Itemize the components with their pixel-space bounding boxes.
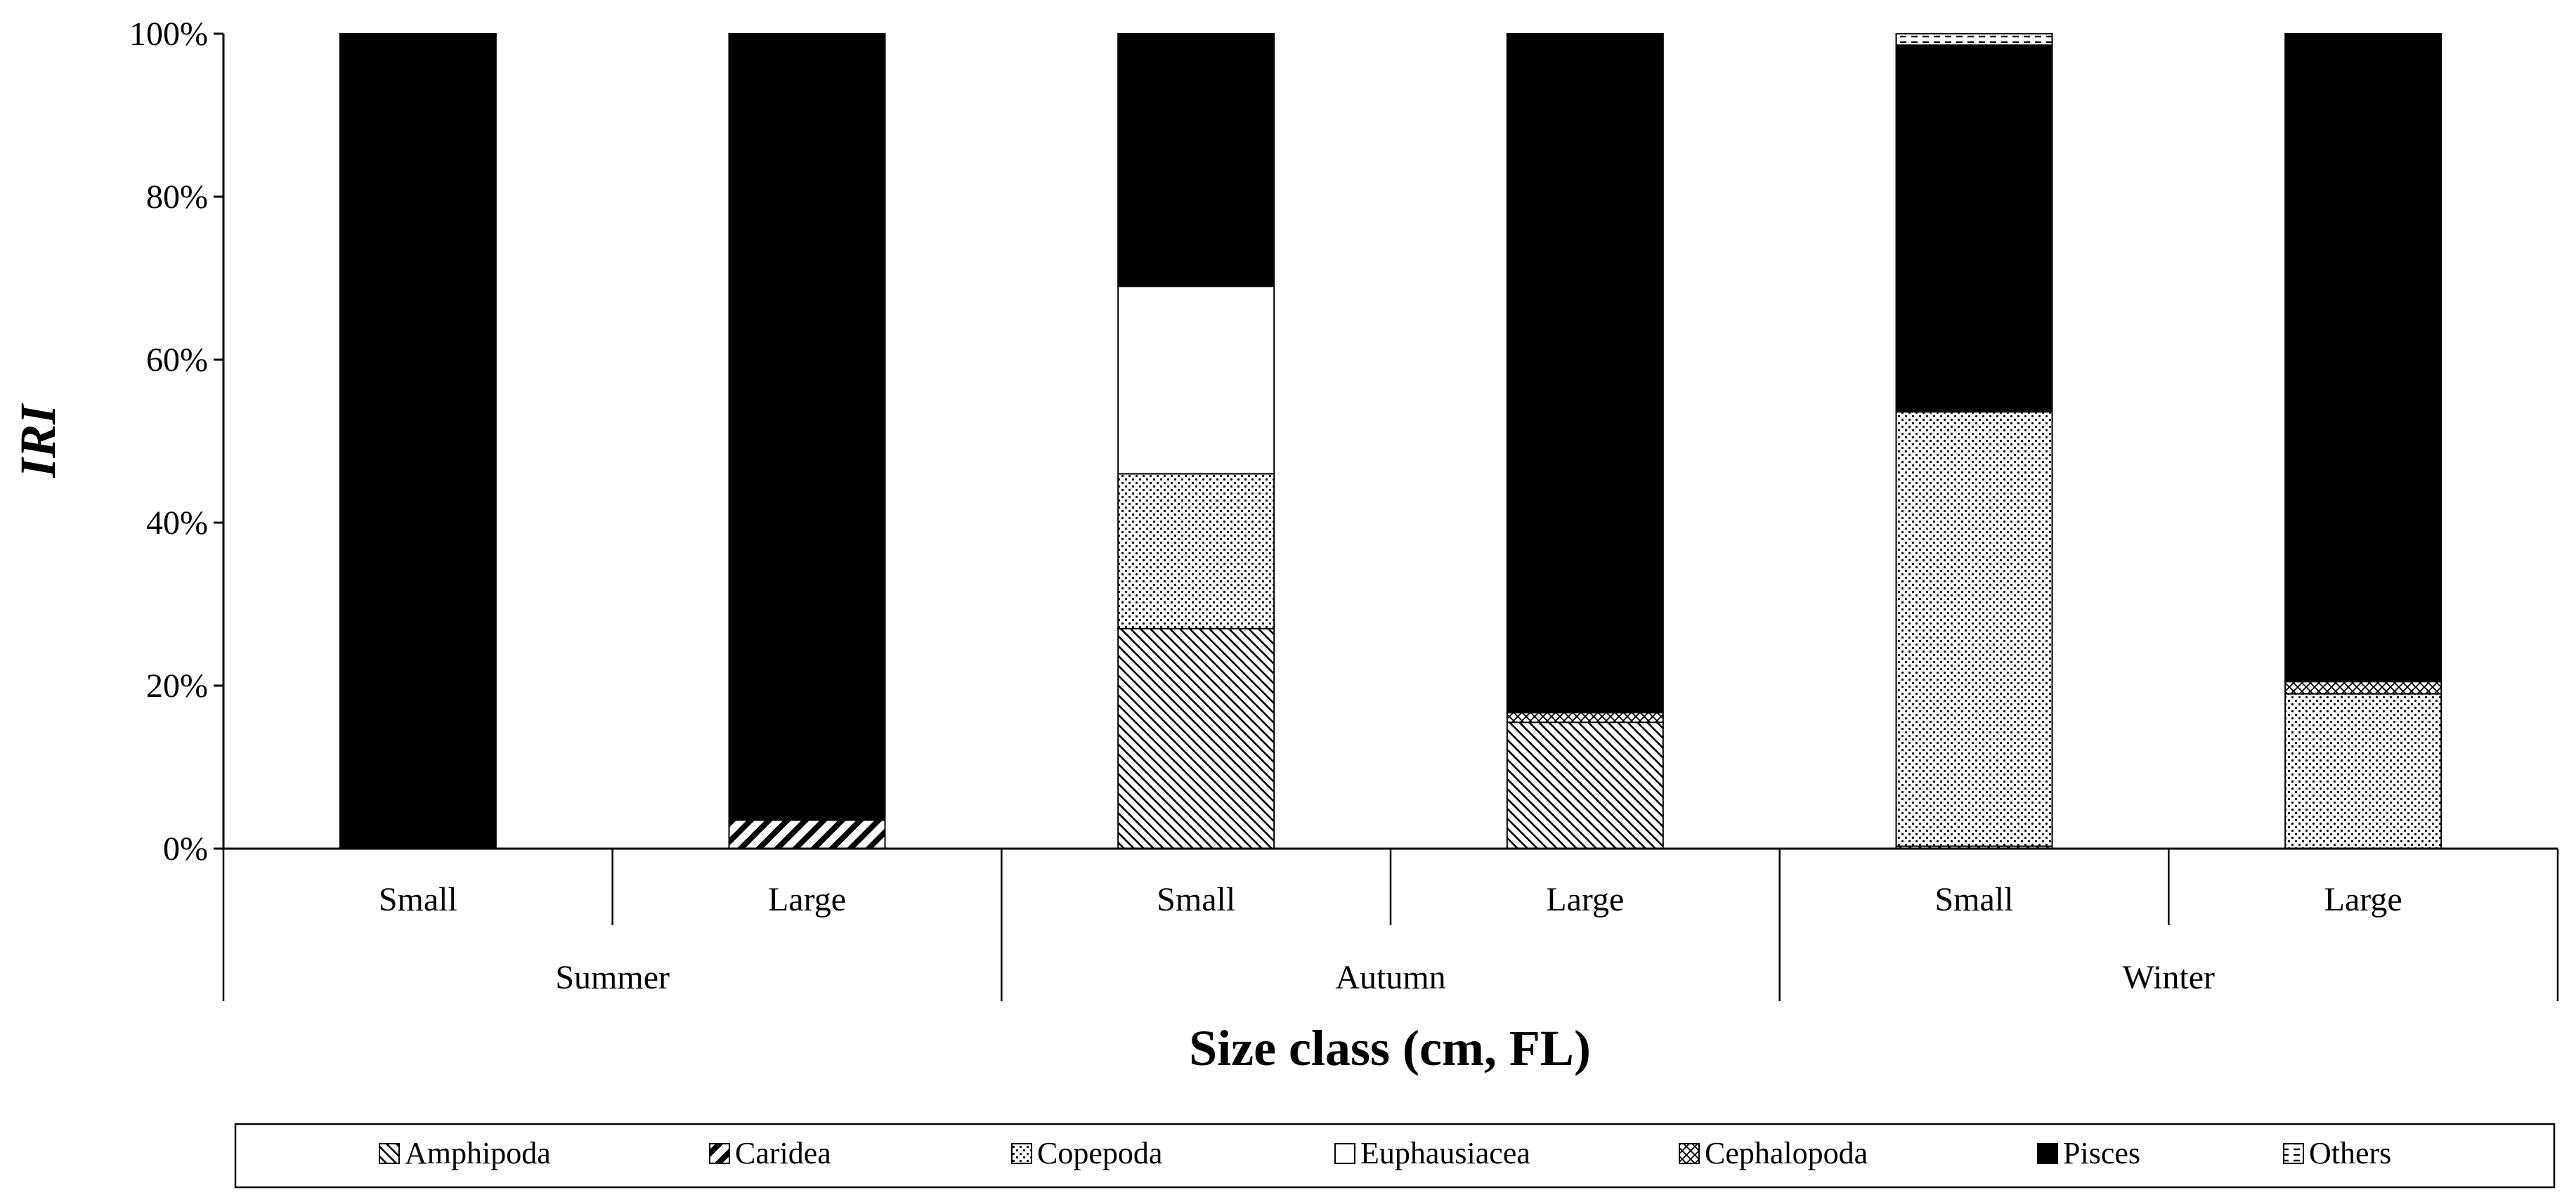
bar-segment-cephalopoda-5 — [2284, 681, 2442, 695]
y-tick-label: 60% — [146, 341, 208, 379]
bar-segment-euphausiacea-2 — [1117, 285, 1275, 475]
x-category-label: Large — [2324, 881, 2402, 918]
legend-swatch-cephalopoda — [1679, 1143, 1700, 1164]
bar-segment-amphipoda-2 — [1117, 627, 1275, 849]
legend-label-amphipoda: Amphipoda — [405, 1136, 551, 1170]
bar-segment-pisces-1 — [728, 33, 886, 821]
legend-label-caridea: Caridea — [735, 1136, 831, 1170]
bar-segment-amphipoda-3 — [1506, 721, 1664, 849]
x-category-label: Small — [1157, 881, 1235, 918]
bar-segment-copepoda-5 — [2284, 693, 2442, 849]
x-axis-title: Size class (cm, FL) — [1189, 1020, 1591, 1076]
x-category-label: Small — [379, 881, 457, 918]
legend-label-euphausiacea: Euphausiacea — [1360, 1136, 1530, 1170]
y-tick-label: 20% — [146, 667, 208, 705]
bar-segment-cephalopoda-3 — [1506, 712, 1664, 724]
x-category-labels: Small Large Small Large Small Large Summer Autu… — [222, 849, 2559, 1001]
x-group-label: Winter — [2123, 959, 2215, 996]
legend-swatch-euphausiacea — [1334, 1143, 1355, 1164]
legend-label-pisces: Pisces — [2063, 1136, 2140, 1170]
legend-label-cephalopoda: Cephalopoda — [1705, 1136, 1868, 1170]
x-group-label: Summer — [555, 959, 670, 996]
bar-segment-copepoda-2 — [1117, 473, 1275, 629]
legend-swatch-amphipoda — [379, 1143, 400, 1164]
legend-label-others: Others — [2309, 1136, 2391, 1170]
y-tick-label: 100% — [129, 15, 208, 53]
legend-swatch-caridea — [709, 1143, 730, 1164]
legend-swatch-pisces — [2037, 1143, 2058, 1164]
bar-segment-pisces-4 — [1895, 44, 2053, 413]
bar-segment-pisces-5 — [2284, 33, 2442, 683]
bar-segment-copepoda-4 — [1895, 411, 2053, 847]
bar-segment-caridea-1 — [728, 819, 886, 850]
bar-segment-pisces-2 — [1117, 33, 1275, 287]
y-tick-label: 80% — [146, 178, 208, 216]
x-category-label: Large — [768, 881, 846, 918]
x-category-label: Small — [1934, 881, 2013, 918]
x-group-label: Autumn — [1335, 959, 1445, 996]
legend-swatch-others — [2283, 1143, 2304, 1164]
legend-box — [234, 1123, 2556, 1189]
y-tick-labels: 0% 20% 40% 60% 80% 100% — [129, 15, 223, 868]
x-category-label: Large — [1546, 881, 1624, 918]
legend-swatch-copepoda — [1011, 1143, 1032, 1164]
bar-segment-others-4 — [1895, 33, 2053, 46]
y-tick-label: 40% — [146, 504, 208, 542]
legend: Amphipoda Caridea Copepoda Euphausiacea Ceph… — [234, 1123, 2556, 1189]
bars-layer — [339, 33, 2442, 850]
bar-segment-pisces-0 — [339, 33, 497, 849]
legend-label-copepoda: Copepoda — [1037, 1136, 1162, 1170]
axes-layer — [222, 34, 2558, 850]
y-axis-title: IRI — [10, 403, 66, 478]
y-tick-label: 0% — [163, 830, 208, 868]
bar-segment-pisces-3 — [1506, 33, 1664, 714]
